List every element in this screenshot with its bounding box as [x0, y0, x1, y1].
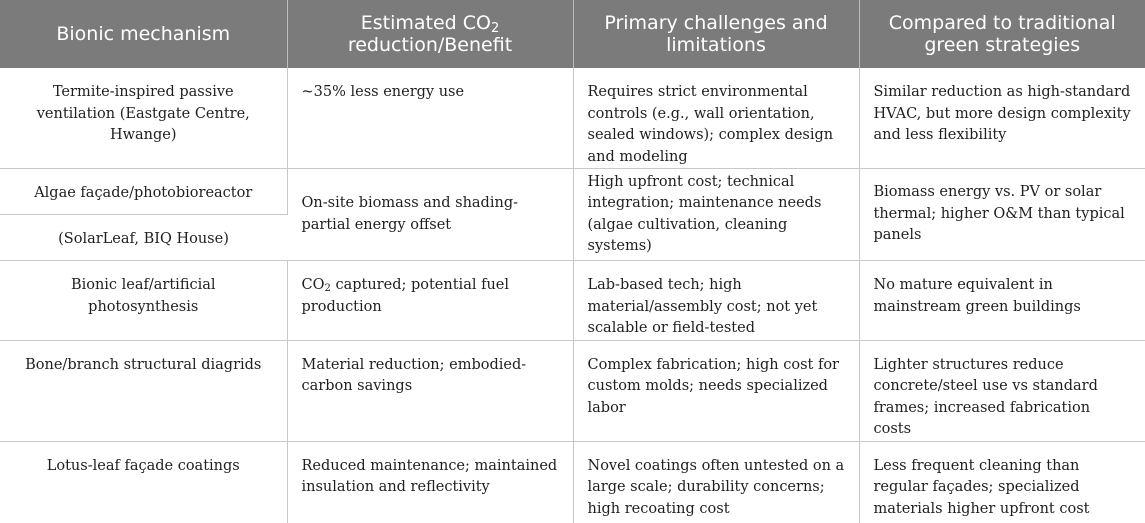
- table-body: Termite-inspired passive ventilation (Ea…: [0, 68, 1145, 523]
- header-mechanism: Bionic mechanism: [0, 0, 288, 68]
- cell-benefit: ~35% less energy use: [287, 68, 574, 169]
- cell-mechanism: Termite-inspired passive ventilation (Ea…: [0, 68, 288, 169]
- cell-mechanism: Lotus-leaf façade coatings: [0, 441, 288, 523]
- cell-benefit: CO2 captured; potential fuel production: [287, 260, 574, 341]
- cell-compared: Similar reduction as high-standard HVAC,…: [859, 68, 1145, 169]
- table-row: Termite-inspired passive ventilation (Ea…: [0, 68, 1145, 169]
- cell-mechanism: Bionic leaf/artificial photosynthesis: [0, 260, 288, 341]
- cell-challenges: Complex fabrication; high cost for custo…: [573, 340, 860, 442]
- cell-compared: Biomass energy vs. PV or solar thermal; …: [859, 168, 1145, 261]
- header-benefit: Estimated CO2 reduction/Benefit: [287, 0, 574, 68]
- cell-challenges: High upfront cost; technical integration…: [573, 168, 860, 261]
- header-compared: Compared to traditional green strategies: [859, 0, 1145, 68]
- table-row: (SolarLeaf, BIQ House): [0, 214, 1145, 261]
- cell-challenges: Novel coatings often untested on a large…: [573, 441, 860, 523]
- table-row: Lotus-leaf façade coatings Reduced maint…: [0, 441, 1145, 523]
- cell-mechanism: Algae façade/photobioreactor: [0, 168, 288, 215]
- table-row: Bone/branch structural diagrids Material…: [0, 340, 1145, 442]
- cell-compared: Less frequent cleaning than regular faça…: [873, 457, 1090, 517]
- header-challenges: Primary challenges and limitations: [573, 0, 860, 68]
- cell-compared: Lighter structures reduce concrete/steel…: [859, 340, 1145, 442]
- table-row: Bionic leaf/artificial photosynthesis CO…: [0, 260, 1145, 341]
- cell-benefit: Reduced maintenance; maintained insulati…: [287, 441, 574, 523]
- header-row: Bionic mechanism Estimated CO2 reduction/…: [0, 0, 1145, 68]
- cell-benefit: On-site biomass and shading-partial ener…: [287, 168, 574, 261]
- cell-mechanism-sub: (SolarLeaf, BIQ House): [0, 214, 287, 261]
- cell-mechanism: Bone/branch structural diagrids: [0, 340, 288, 442]
- cell-challenges: Lab-based tech; high material/assembly c…: [573, 260, 860, 341]
- table-row: Algae façade/photobioreactor On-site bio…: [0, 168, 1145, 261]
- header-benefit-line2: reduction/Benefit: [347, 34, 513, 56]
- table-header: Bionic mechanism Estimated CO2 reduction/…: [0, 0, 1145, 68]
- header-benefit-subscript: 2: [490, 21, 500, 36]
- header-benefit-line1: Estimated CO2: [360, 12, 500, 36]
- cell-challenges: Requires strict environmental controls (…: [573, 68, 860, 169]
- cell-compared: No mature equivalent in mainstream green…: [859, 260, 1145, 341]
- cell-benefit: Material reduction; embodied-carbon savi…: [287, 340, 574, 442]
- co2-subscript: 2: [324, 283, 331, 294]
